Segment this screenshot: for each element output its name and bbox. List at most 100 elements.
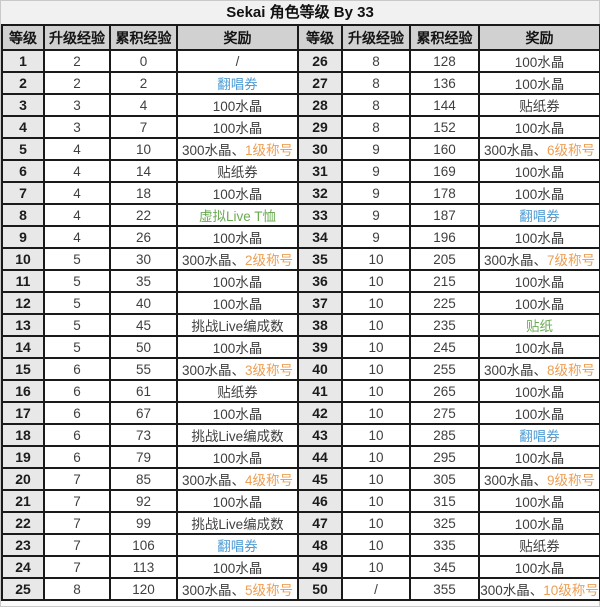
reward-text: 100水晶 (212, 121, 263, 136)
reward-text: 100水晶 (212, 495, 263, 510)
level-cell-right: 38 (297, 313, 343, 337)
cumulative-exp-cell-left: 50 (109, 335, 178, 359)
level-cell-right: 44 (297, 445, 343, 469)
reward-text: 300水晶、 (480, 583, 544, 598)
reward-text: 贴纸券 (519, 99, 560, 114)
reward-cell-right: 300水晶、7级称号 (478, 247, 600, 271)
upgrade-exp-cell-right: 10 (341, 357, 411, 381)
cumulative-exp-cell-right: 305 (409, 467, 480, 491)
reward-cell-right: 贴纸 (478, 313, 600, 337)
table-row: 16 6 61 贴纸券 41 10 265 100水晶 (1, 379, 600, 403)
level-cell-right: 45 (297, 467, 343, 491)
level-cell-right: 37 (297, 291, 343, 315)
upgrade-exp-cell-left: 6 (43, 401, 111, 425)
level-cell-left: 20 (1, 467, 45, 491)
cumulative-exp-cell-right: 215 (409, 269, 480, 293)
reward-cell-left: 翻唱券 (176, 71, 299, 95)
reward-text: 翻唱券 (519, 209, 560, 224)
upgrade-exp-cell-left: 7 (43, 489, 111, 513)
reward-cell-right: 100水晶 (478, 291, 600, 315)
reward-cell-right: 300水晶、6级称号 (478, 137, 600, 161)
upgrade-exp-cell-left: 3 (43, 93, 111, 117)
table-row: 12 5 40 100水晶 37 10 225 100水晶 (1, 291, 600, 315)
cumulative-exp-cell-left: 99 (109, 511, 178, 535)
reward-cell-left: 100水晶 (176, 291, 299, 315)
reward-cell-right: 100水晶 (478, 511, 600, 535)
reward-text: 100水晶 (514, 341, 565, 356)
level-cell-left: 12 (1, 291, 45, 315)
level-cell-right: 32 (297, 181, 343, 205)
level-cell-right: 41 (297, 379, 343, 403)
reward-text: 100水晶 (212, 561, 263, 576)
upgrade-exp-cell-left: 6 (43, 379, 111, 403)
upgrade-exp-cell-right: 10 (341, 445, 411, 469)
reward-text: 虚拟Live T恤 (198, 209, 277, 224)
reward-text: 9级称号 (547, 473, 596, 488)
upgrade-exp-cell-left: 5 (43, 335, 111, 359)
level-cell-right: 28 (297, 93, 343, 117)
table-row: 8 4 22 虚拟Live T恤 33 9 187 翻唱券 (1, 203, 600, 227)
upgrade-exp-cell-left: 5 (43, 247, 111, 271)
cumulative-exp-cell-left: 55 (109, 357, 178, 381)
upgrade-exp-cell-right: 10 (341, 269, 411, 293)
reward-cell-left: 100水晶 (176, 555, 299, 579)
cumulative-exp-cell-left: 85 (109, 467, 178, 491)
upgrade-exp-cell-left: 8 (43, 577, 111, 601)
cumulative-exp-cell-right: 152 (409, 115, 480, 139)
upgrade-exp-cell-left: 5 (43, 269, 111, 293)
header-reward-right: 奖励 (478, 24, 600, 51)
table-row: 9 4 26 100水晶 34 9 196 100水晶 (1, 225, 600, 249)
reward-text: 挑战Live编成数 (191, 429, 284, 444)
cumulative-exp-cell-left: 120 (109, 577, 178, 601)
cumulative-exp-cell-right: 295 (409, 445, 480, 469)
table-row: 21 7 92 100水晶 46 10 315 100水晶 (1, 489, 600, 513)
header-cumulative-exp-right: 累积经验 (409, 24, 480, 51)
reward-cell-right: 贴纸券 (478, 93, 600, 117)
reward-text: 5级称号 (245, 583, 294, 598)
level-cell-left: 24 (1, 555, 45, 579)
upgrade-exp-cell-right: 8 (341, 71, 411, 95)
upgrade-exp-cell-right: 9 (341, 159, 411, 183)
reward-cell-right: 100水晶 (478, 401, 600, 425)
upgrade-exp-cell-right: 8 (341, 115, 411, 139)
reward-text: 100水晶 (514, 517, 565, 532)
reward-cell-left: 挑战Live编成数 (176, 313, 299, 337)
reward-cell-right: 100水晶 (478, 71, 600, 95)
reward-text: 100水晶 (514, 561, 565, 576)
reward-cell-right: 100水晶 (478, 335, 600, 359)
reward-text: 8级称号 (547, 363, 596, 378)
reward-text: 100水晶 (212, 341, 263, 356)
reward-text: 10级称号 (543, 583, 599, 598)
cumulative-exp-cell-right: 136 (409, 71, 480, 95)
cumulative-exp-cell-left: 26 (109, 225, 178, 249)
reward-text: 100水晶 (212, 231, 263, 246)
reward-text: 7级称号 (547, 253, 596, 268)
upgrade-exp-cell-right: 9 (341, 137, 411, 161)
table-row: 13 5 45 挑战Live编成数 38 10 235 贴纸 (1, 313, 600, 337)
reward-cell-left: / (176, 49, 299, 73)
upgrade-exp-cell-left: 6 (43, 423, 111, 447)
reward-text: 100水晶 (514, 275, 565, 290)
cumulative-exp-cell-right: 128 (409, 49, 480, 73)
level-cell-right: 46 (297, 489, 343, 513)
cumulative-exp-cell-left: 79 (109, 445, 178, 469)
cumulative-exp-cell-left: 40 (109, 291, 178, 315)
level-cell-right: 42 (297, 401, 343, 425)
upgrade-exp-cell-right: 10 (341, 555, 411, 579)
cumulative-exp-cell-right: 335 (409, 533, 480, 557)
reward-text: 100水晶 (514, 231, 565, 246)
reward-text: 100水晶 (212, 275, 263, 290)
table-header-row: 等级 升级经验 累积经验 奖励 等级 升级经验 累积经验 奖励 (1, 24, 600, 51)
reward-text: 4级称号 (245, 473, 294, 488)
cumulative-exp-cell-right: 345 (409, 555, 480, 579)
upgrade-exp-cell-left: 2 (43, 71, 111, 95)
level-cell-left: 13 (1, 313, 45, 337)
level-cell-left: 14 (1, 335, 45, 359)
header-level-left: 等级 (1, 24, 45, 51)
reward-cell-left: 300水晶、3级称号 (176, 357, 299, 381)
reward-text: 300水晶、 (181, 363, 245, 378)
upgrade-exp-cell-left: 4 (43, 203, 111, 227)
upgrade-exp-cell-right: 9 (341, 225, 411, 249)
reward-cell-left: 贴纸券 (176, 159, 299, 183)
upgrade-exp-cell-right: 10 (341, 511, 411, 535)
